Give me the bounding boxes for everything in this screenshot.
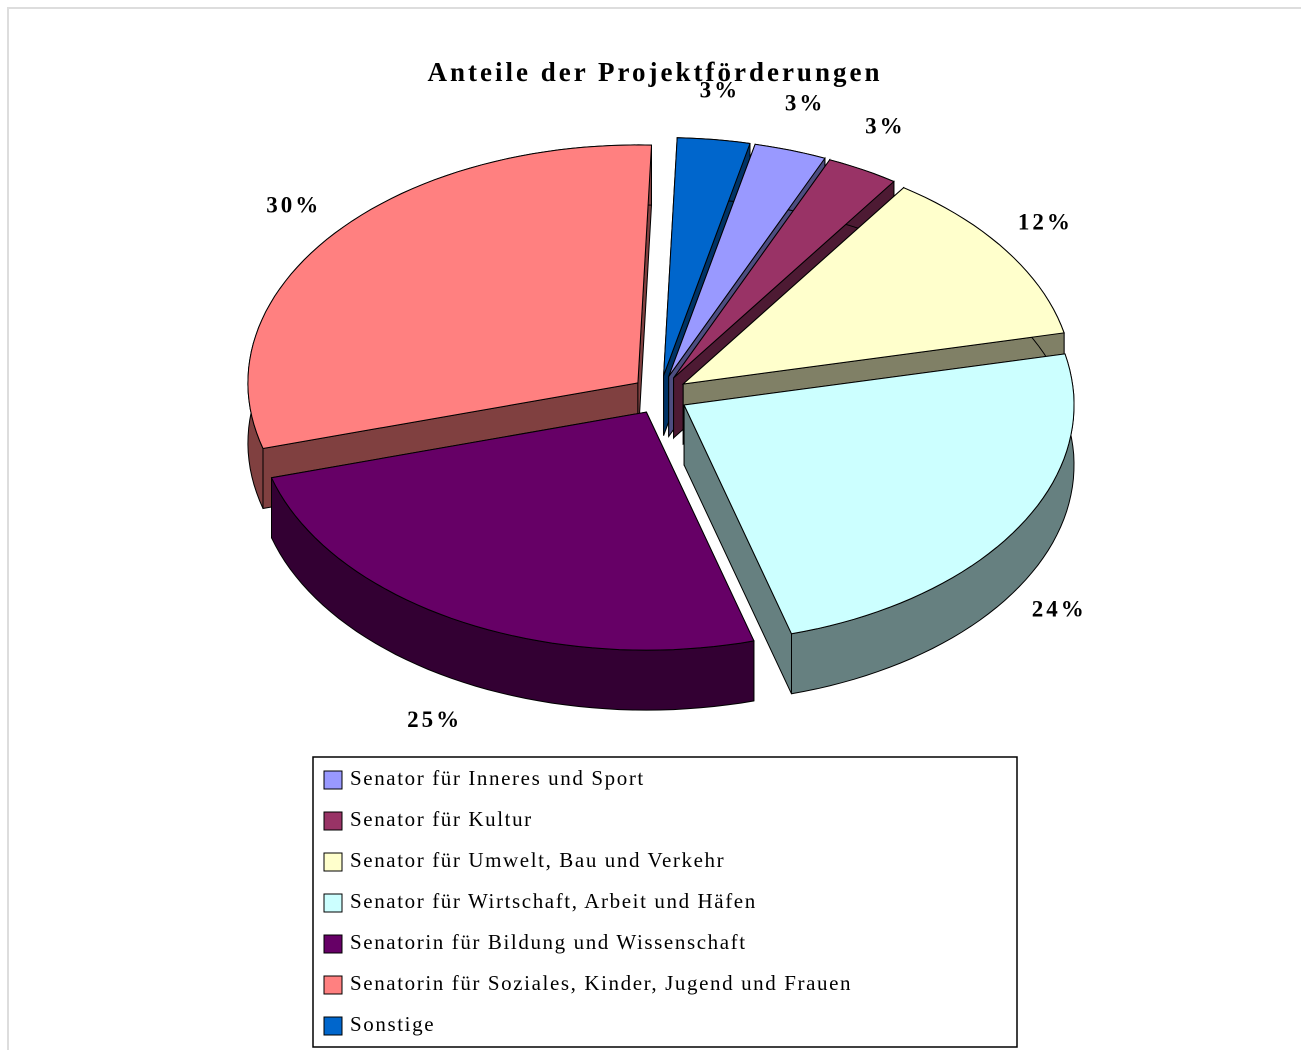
legend-swatch [323, 770, 343, 790]
data-label: 24% [1032, 597, 1087, 622]
slice-top [673, 159, 895, 379]
slice-top [668, 143, 826, 377]
data-label: 25% [407, 707, 462, 732]
slice-top [681, 187, 1065, 385]
slice-top [270, 411, 755, 651]
pie [247, 137, 1075, 711]
legend-label: Senator für Inneres und Sport [350, 766, 645, 790]
frame [7, 7, 1301, 1050]
legend-swatch [323, 893, 343, 913]
legend-swatch [323, 1016, 343, 1036]
data-label: 3% [700, 78, 741, 103]
slice-top [663, 137, 751, 376]
legend-label: Senator für Kultur [350, 807, 533, 831]
legend-label: Senatorin für Soziales, Kinder, Jugend u… [350, 971, 852, 995]
legend-label: Senator für Wirtschaft, Arbeit und Häfen [350, 889, 757, 913]
legend [312, 756, 1018, 1048]
legend-swatch [323, 852, 343, 872]
slice [683, 353, 1075, 695]
slice-top [247, 144, 653, 450]
data-label: 12% [1018, 210, 1073, 235]
slice-top [683, 353, 1075, 635]
legend-swatch [323, 934, 343, 954]
legend-label: Senator für Umwelt, Bau und Verkehr [350, 848, 725, 872]
data-label: 3% [865, 113, 906, 138]
legend-swatch [323, 975, 343, 995]
chart-title: Anteile der Projektförderungen [428, 57, 883, 87]
data-label: 30% [266, 192, 321, 217]
legend-swatch [323, 811, 343, 831]
data-label: 3% [785, 90, 826, 115]
legend-label: Senatorin für Bildung und Wissenschaft [350, 930, 747, 954]
slice [270, 411, 755, 711]
legend-label: Sonstige [350, 1012, 435, 1036]
